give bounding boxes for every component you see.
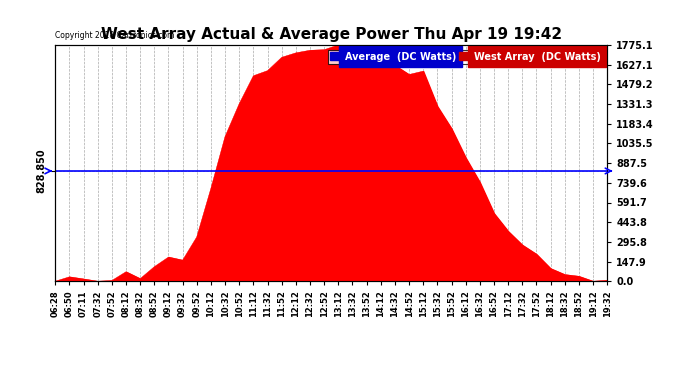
Title: West Array Actual & Average Power Thu Apr 19 19:42: West Array Actual & Average Power Thu Ap…	[101, 27, 562, 42]
Text: Copyright 2018 Cartronics.com: Copyright 2018 Cartronics.com	[55, 31, 175, 40]
Legend: Average  (DC Watts), West Array  (DC Watts): Average (DC Watts), West Array (DC Watts…	[328, 50, 602, 64]
